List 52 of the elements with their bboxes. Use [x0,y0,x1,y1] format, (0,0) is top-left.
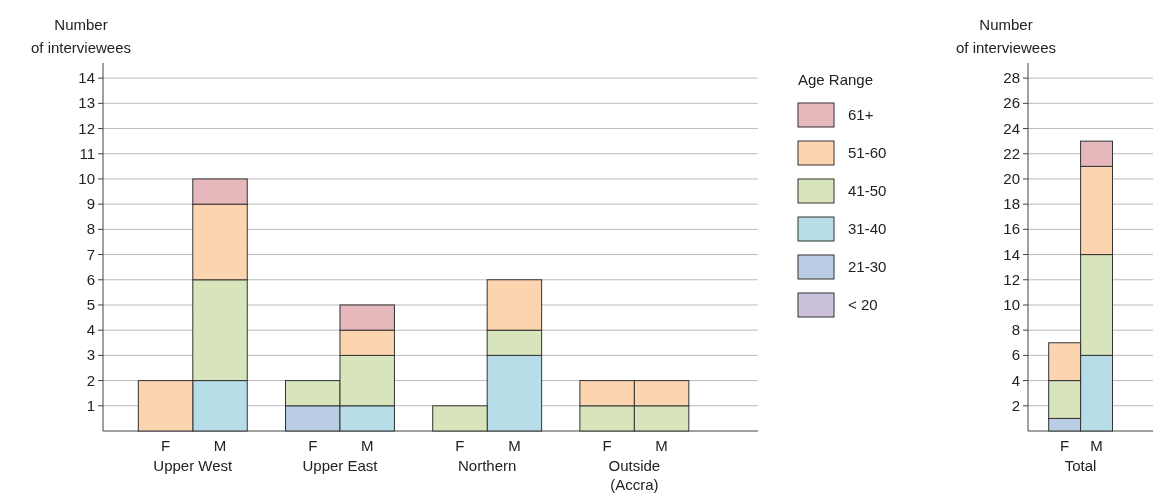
y-tick-label: 10 [1003,295,1020,313]
y-tick-label: 9 [86,195,95,213]
y-tick-label: 5 [86,295,95,313]
y-tick-label: 26 [1003,94,1020,112]
y-tick-label: 11 [79,144,95,162]
x-tick-label: M [1090,437,1103,454]
y-tick-label: 24 [1003,119,1020,137]
legend-title: Age Range [798,71,874,88]
y-tick-label: 8 [1011,321,1020,339]
x-tick-label: M [213,437,227,454]
y-tick-label: 2 [1011,396,1020,414]
x-tick-label: F [455,437,465,454]
y-tick-label: 8 [86,220,95,238]
text: Northern [457,457,517,474]
text: Outside (Accra) [608,457,661,493]
y-tick-label: 4 [1011,371,1020,389]
y-tick-label: 22 [1003,144,1020,162]
legend-label: 21-30 [848,258,887,275]
y-tick-label: 12 [1003,270,1020,288]
y-tick-label: 16 [1003,220,1020,238]
y-tick-label: 14 [78,69,95,87]
legend-label: 51-60 [848,144,887,161]
x-tick-label: F [1060,437,1070,454]
y-tick-label: 10 [78,169,95,187]
x-tick-label: F [160,437,171,454]
y-tick-label: 6 [86,270,95,288]
x-tick-label: F [308,437,318,454]
x-tick-label: M [508,437,521,454]
x-tick-label: M [655,437,668,454]
text: Total [1064,457,1097,474]
legend-label: 61+ [848,106,874,123]
x-tick-label: M [360,437,374,454]
y-tick-label: 20 [1003,169,1020,187]
text: Upper West [153,457,234,474]
y-axis-title: Number of interviewees [955,16,1057,56]
y-tick-label: 2 [86,371,95,389]
y-tick-label: 13 [78,94,95,112]
y-tick-label: 7 [86,245,95,263]
y-tick-label: 1 [86,396,95,414]
y-axis-title: Number of interviewees [30,16,132,56]
x-tick-label: F [602,437,612,454]
y-tick-label: 4 [86,321,95,339]
legend-label: 31-40 [848,220,887,237]
y-tick-label: 14 [1003,245,1020,263]
legend-label: 41-50 [848,182,887,199]
legend-label: < 20 [848,296,878,313]
y-tick-label: 28 [1003,69,1020,87]
y-tick-label: 6 [1011,346,1020,364]
y-tick-label: 18 [1003,195,1020,213]
text: Upper East [302,457,379,474]
y-tick-label: 3 [86,346,95,364]
y-tick-label: 12 [78,119,95,137]
